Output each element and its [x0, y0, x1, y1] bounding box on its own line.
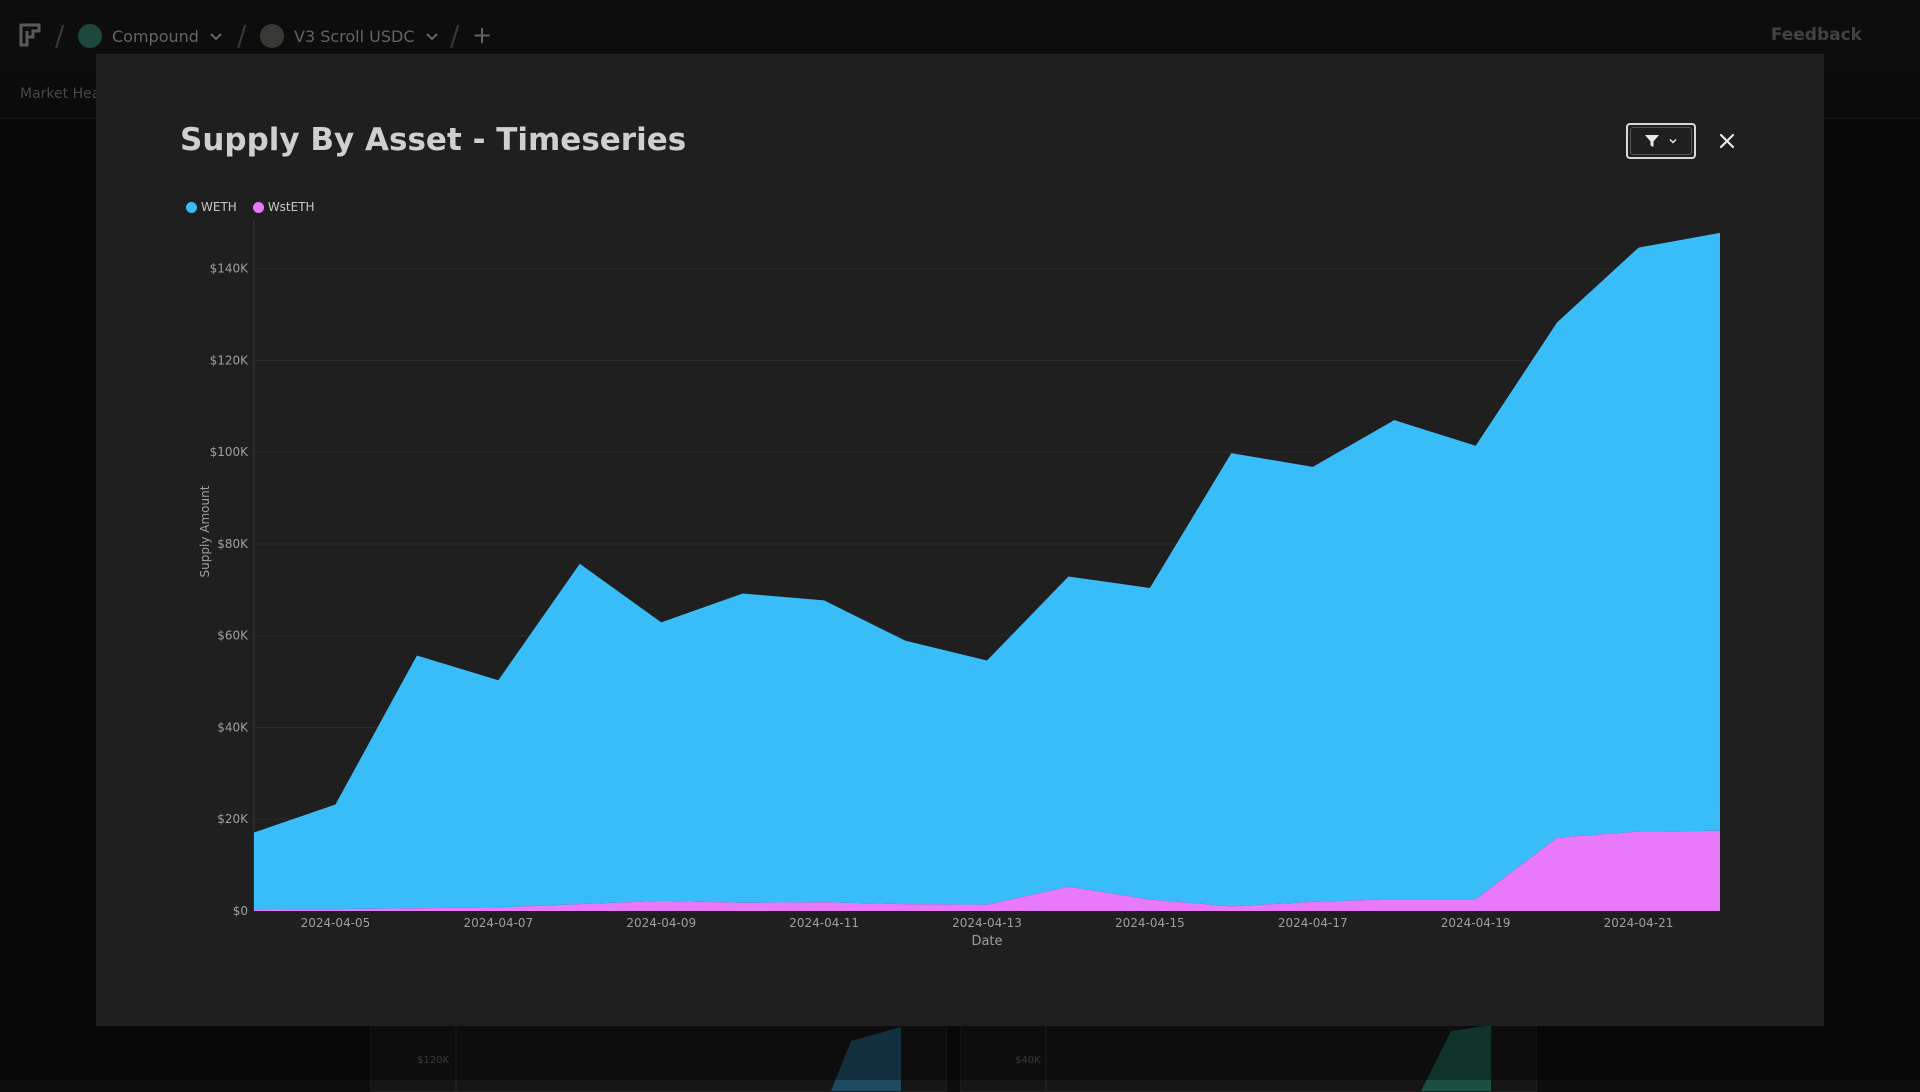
breadcrumb-market-label: V3 Scroll USDC [294, 26, 415, 46]
x-tick-label: 2024-04-05 [301, 916, 371, 930]
area-wsteth [254, 830, 1720, 911]
x-axis-label: Date [971, 934, 1002, 949]
filter-icon [1645, 135, 1659, 147]
y-tick-label: $60K [217, 629, 249, 643]
compound-logo-icon [78, 24, 102, 48]
app-logo-icon[interactable] [19, 23, 41, 47]
add-icon[interactable]: + [472, 21, 493, 49]
area-chart: $0 $20K $40K $60K $80K $100K $120K $140K 2024-04… [198, 220, 1720, 949]
chart-legend: WETH WstETH [186, 200, 315, 214]
x-tick-label: 2024-04-09 [626, 916, 696, 930]
y-tick-label: $40K [217, 720, 249, 734]
feedback-button[interactable]: Feedback [1770, 25, 1862, 45]
chevron-down-icon [210, 33, 222, 41]
chevron-down-icon [1669, 138, 1677, 144]
scroll-logo-icon [260, 24, 284, 48]
area-weth [254, 232, 1720, 910]
y-tick-label: $100K [210, 445, 250, 459]
x-tick-label: 2024-04-21 [1604, 916, 1674, 930]
breadcrumb-protocol[interactable]: Compound [78, 23, 223, 49]
tab-market-health[interactable]: Market Hea [20, 86, 101, 102]
chart-title: Supply By Asset - Timeseries [180, 122, 687, 158]
y-tick-label: $140K [210, 262, 250, 276]
legend-label: WETH [201, 200, 237, 214]
legend-item-weth[interactable]: WETH [186, 200, 237, 214]
background-chart-tick: $120K [417, 1055, 450, 1066]
x-tick-label: 2024-04-19 [1441, 916, 1511, 930]
x-tick-label: 2024-04-11 [789, 916, 859, 930]
x-tick-label: 2024-04-15 [1115, 916, 1185, 930]
breadcrumb-protocol-label: Compound [112, 26, 199, 46]
legend-item-wsteth[interactable]: WstETH [252, 200, 315, 214]
background-chart-tick: $40K [1015, 1055, 1041, 1066]
y-tick-label: $0 [233, 904, 248, 918]
y-tick-label: $80K [217, 537, 249, 551]
chevron-down-icon [425, 33, 438, 41]
legend-swatch [186, 201, 197, 213]
x-tick-label: 2024-04-13 [952, 916, 1022, 930]
legend-swatch [252, 201, 264, 213]
close-icon[interactable] [1713, 127, 1741, 155]
y-tick-label: $20K [217, 812, 249, 826]
filter-button[interactable] [1626, 123, 1696, 159]
y-axis-label: Supply Amount [198, 485, 212, 577]
x-tick-label: 2024-04-17 [1278, 916, 1348, 930]
legend-label: WstETH [267, 200, 315, 214]
breadcrumb-market[interactable]: V3 Scroll USDC [260, 23, 439, 49]
x-tick-label: 2024-04-07 [463, 916, 533, 930]
y-tick-label: $120K [210, 353, 250, 367]
